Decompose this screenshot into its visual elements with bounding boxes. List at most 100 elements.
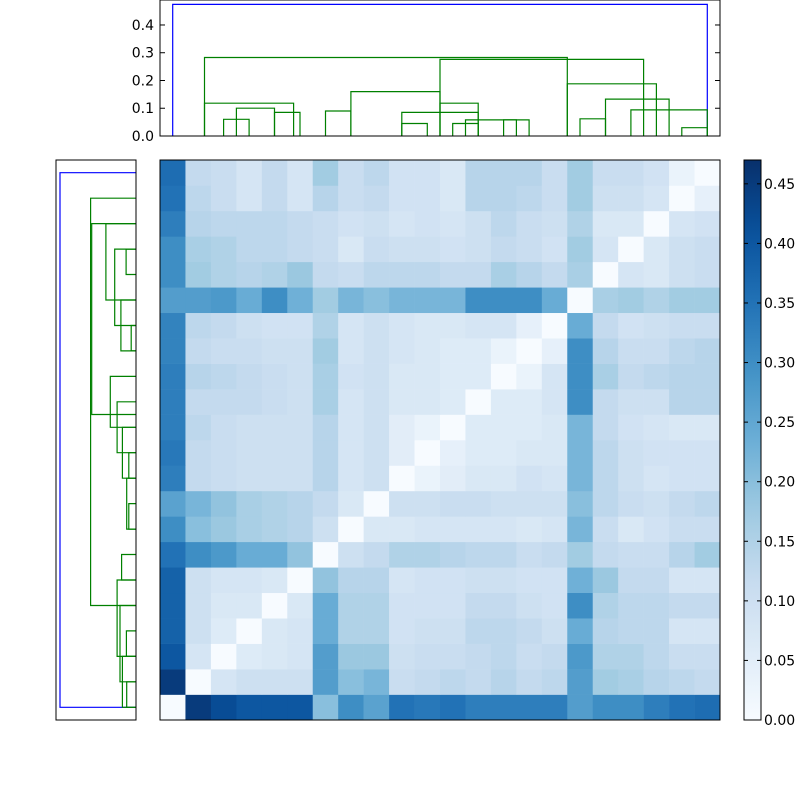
heatmap-cell [261, 236, 288, 263]
heatmap-cell [490, 465, 517, 492]
heatmap-cell [261, 643, 288, 670]
heatmap-cell [567, 541, 594, 568]
heatmap-cell [185, 287, 212, 314]
heatmap-cell [160, 414, 186, 441]
heatmap-cell [618, 643, 644, 670]
heatmap-cell [389, 694, 415, 721]
heatmap-cell [516, 669, 543, 695]
heatmap-cell [185, 312, 212, 339]
heatmap-cell [440, 261, 466, 288]
heatmap-cell [567, 389, 594, 415]
heatmap-cell [389, 160, 415, 186]
heatmap-cell [490, 414, 517, 441]
heatmap-cell [312, 643, 339, 670]
heatmap-cell [287, 338, 314, 364]
heatmap-cell [490, 592, 517, 619]
heatmap-cell [490, 338, 517, 364]
heatmap-cell [694, 185, 721, 212]
heatmap-cell [363, 210, 390, 237]
heatmap-cell [592, 160, 619, 186]
heatmap-cell [185, 516, 212, 543]
heatmap-cell [643, 567, 670, 594]
heatmap-cell [210, 694, 237, 721]
heatmap-cell [414, 363, 441, 390]
top-dendrogram-links [172, 3, 708, 136]
heatmap-cell [210, 287, 237, 314]
heatmap-cell [618, 160, 644, 186]
heatmap-cell [643, 312, 670, 339]
heatmap-cell [465, 490, 492, 517]
heatmap-cell [338, 516, 364, 543]
heatmap-cell [618, 465, 644, 492]
heatmap-cell [287, 312, 314, 339]
heatmap-cell [643, 516, 670, 543]
heatmap-cell [338, 567, 364, 594]
heatmap-cell [592, 694, 619, 721]
heatmap-cell [516, 618, 543, 644]
heatmap-cell [618, 592, 644, 619]
heatmap-cell [440, 516, 466, 543]
heatmap-cell [541, 185, 568, 212]
heatmap-cell [490, 643, 517, 670]
heatmap-cell [210, 567, 237, 594]
heatmap-cell [643, 669, 670, 695]
colorbar-frame [743, 159, 762, 721]
heatmap-cell [414, 541, 441, 568]
heatmap-cell [669, 567, 695, 594]
heatmap-cell [363, 312, 390, 339]
heatmap-cell [185, 440, 212, 466]
heatmap-cell [694, 287, 721, 314]
heatmap-cell [185, 465, 212, 492]
heatmap-cell [185, 669, 212, 695]
heatmap-cell [261, 694, 288, 721]
heatmap-cell [287, 414, 314, 441]
heatmap-cell [160, 236, 186, 263]
heatmap-cell [363, 160, 390, 186]
heatmap-cell [490, 261, 517, 288]
heatmap-cell [541, 160, 568, 186]
heatmap-cell [490, 312, 517, 339]
dendrogram-link [681, 127, 708, 136]
heatmap-cell [567, 567, 594, 594]
heatmap-cell [236, 261, 263, 288]
heatmap-cell [465, 516, 492, 543]
heatmap-cell [185, 414, 212, 441]
heatmap-cell [618, 287, 644, 314]
dendrogram-link [350, 91, 441, 136]
heatmap-cell [643, 287, 670, 314]
heatmap-cell [261, 516, 288, 543]
heatmap-cell [338, 261, 364, 288]
heatmap-cell [414, 414, 441, 441]
colorbar-gradient [744, 160, 761, 720]
heatmap-cell [414, 669, 441, 695]
heatmap-cell [389, 440, 415, 466]
heatmap-cell [363, 567, 390, 594]
heatmap-cell [567, 516, 594, 543]
heatmap-cell [185, 567, 212, 594]
heatmap-cell [592, 618, 619, 644]
heatmap-cell [516, 592, 543, 619]
colorbar-tick-label: 0.30 [764, 356, 795, 372]
heatmap-cell [261, 490, 288, 517]
heatmap-cell [490, 389, 517, 415]
heatmap-cell [389, 541, 415, 568]
heatmap-cell [287, 465, 314, 492]
heatmap-cell [338, 236, 364, 263]
colorbar-tick-label: 0.25 [764, 415, 795, 431]
dendrogram-link [503, 119, 530, 136]
heatmap-cell [669, 236, 695, 263]
heatmap-cell [643, 389, 670, 415]
heatmap-cell [669, 541, 695, 568]
heatmap-cell [389, 210, 415, 237]
dendrogram-link [172, 3, 708, 136]
heatmap-cell [465, 694, 492, 721]
heatmap-cell [287, 490, 314, 517]
heatmap [159, 159, 721, 721]
heatmap-cell [236, 160, 263, 186]
heatmap-cell [440, 567, 466, 594]
heatmap-cell [312, 694, 339, 721]
heatmap-cell [567, 694, 594, 721]
heatmap-cell [567, 338, 594, 364]
heatmap-cell [567, 490, 594, 517]
heatmap-cell [185, 261, 212, 288]
